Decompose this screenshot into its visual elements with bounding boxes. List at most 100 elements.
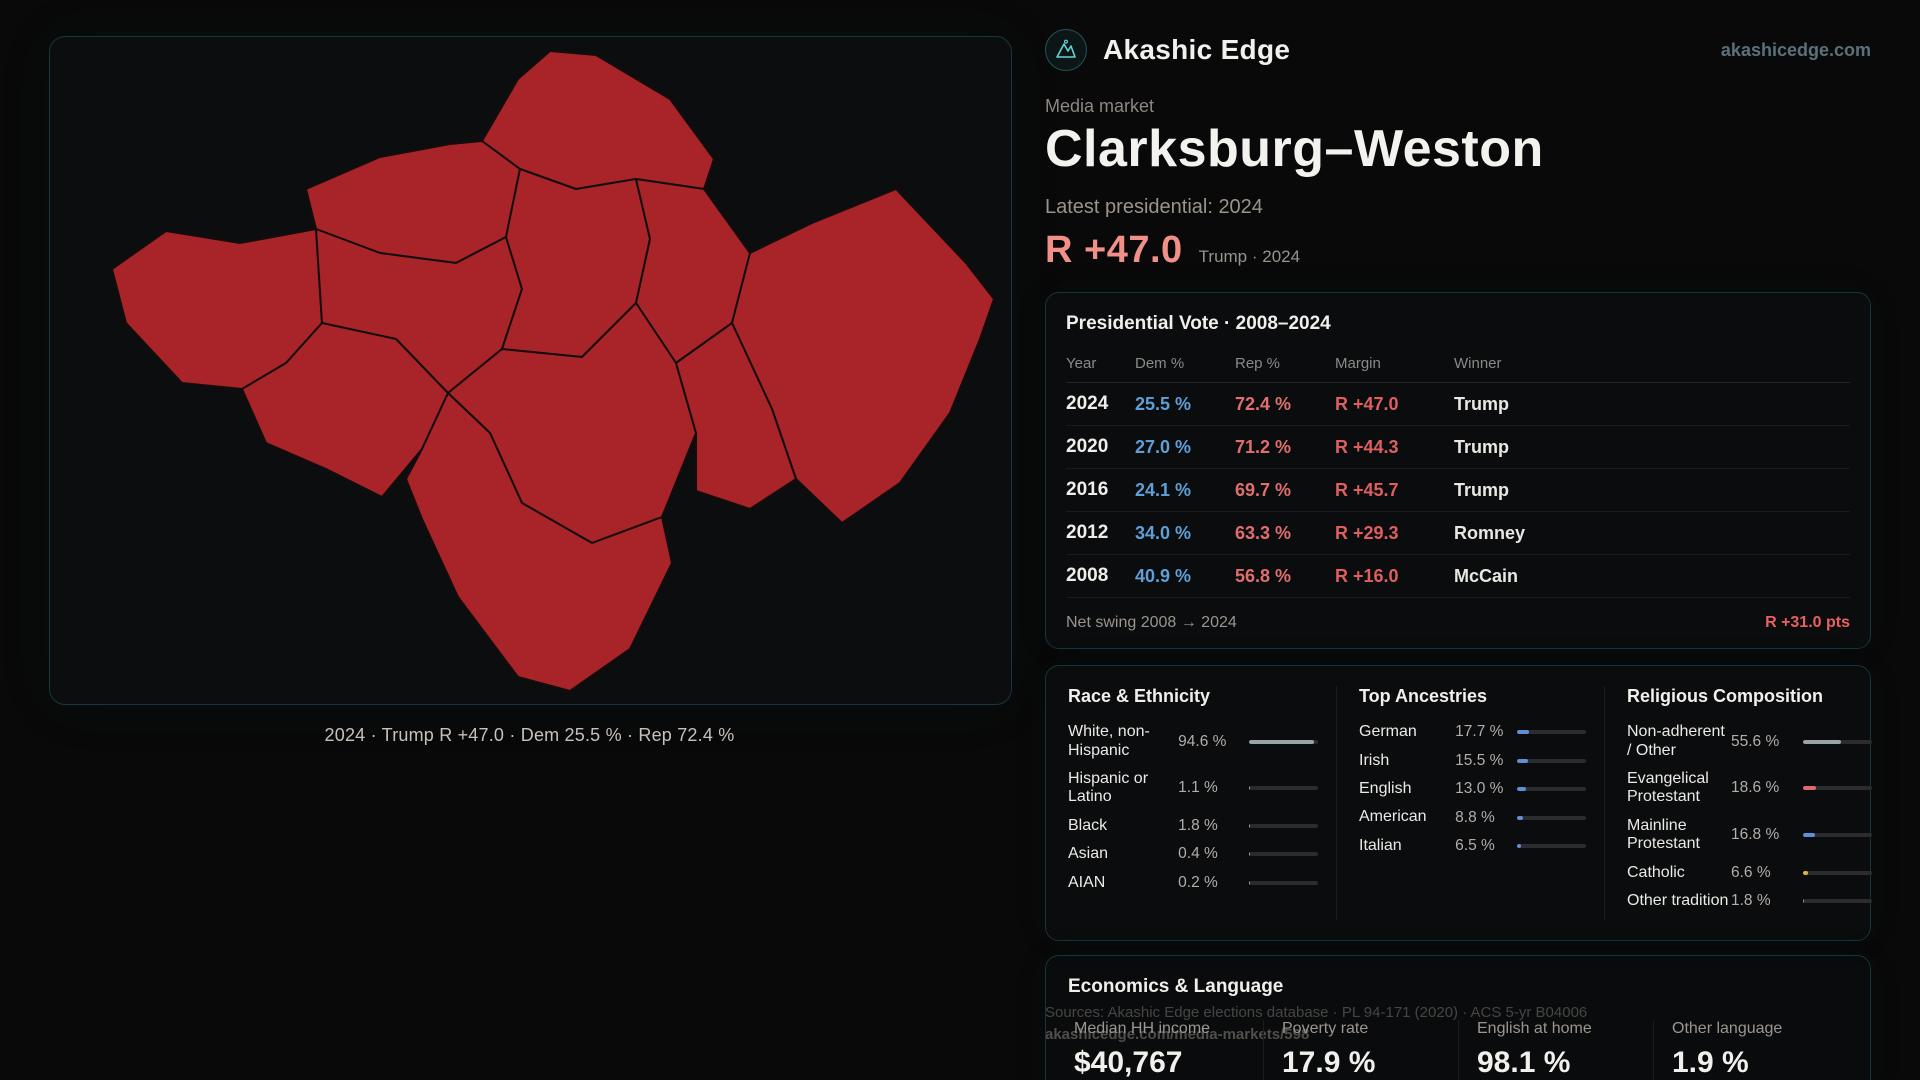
col-rep: Rep % [1235,355,1281,373]
stat-other-language: Other language 1.9 % [1653,1020,1848,1080]
margin-cell: R +45.7 [1335,479,1399,500]
list-item: White, non-Hispanic 94.6 % [1068,723,1318,760]
table-row: 2008 40.9 % 56.8 % R +16.0 McCain [1066,555,1850,599]
headline-margin: R +47.0 [1045,229,1183,272]
list-item: Other tradition 1.8 % [1627,892,1872,910]
list-item: Asian 0.4 % [1068,845,1318,863]
list-item: Catholic 6.6 % [1627,864,1872,882]
headline: R +47.0 Trump · 2024 [1045,229,1871,272]
race-ethnicity-column: Race & Ethnicity White, non-Hispanic 94.… [1068,686,1336,920]
col-year: Year [1066,355,1097,373]
demo-value: 16.8 % [1731,826,1780,844]
site-link[interactable]: akashicedge.com [1720,39,1871,60]
net-swing-value: R +31.0 pts [1765,614,1850,632]
demo-value: 0.4 % [1178,845,1218,863]
demo-bar-track [1803,899,1872,904]
demo-bar-track [1517,758,1586,763]
demo-label: German [1359,723,1417,741]
list-item: Hispanic or Latino 1.1 % [1068,770,1318,807]
list-item: American 8.8 % [1359,808,1586,826]
mountain-icon [1056,39,1076,58]
map-county-group [111,50,995,692]
demo-bar-fill [1517,730,1530,735]
demographics-card: Race & Ethnicity White, non-Hispanic 94.… [1045,665,1872,942]
demo-bar-track [1517,843,1586,848]
demo-bar-track [1803,786,1872,791]
demo-value: 13.0 % [1455,780,1504,798]
col-margin: Margin [1335,355,1381,373]
list-item: Evangelical Protestant 18.6 % [1627,770,1872,807]
year-cell: 2008 [1066,565,1109,587]
list-item: Non-adherent / Other 55.6 % [1627,723,1872,760]
brand: Akashic Edge [1045,29,1290,71]
header: Akashic Edge akashicedge.com [1045,28,1871,72]
demo-value: 15.5 % [1455,751,1504,769]
market-kicker: Media market [1045,96,1155,116]
demo-value: 17.7 % [1455,723,1504,741]
demo-label: AIAN [1068,873,1106,891]
demo-bar-fill [1803,739,1842,744]
table-row: 2016 24.1 % 69.7 % R +45.7 Trump [1066,469,1850,513]
demo-bar-fill [1517,815,1524,820]
county-map [111,50,995,692]
brand-name: Akashic Edge [1103,34,1291,65]
demo-label: Irish [1359,751,1390,769]
stat-english-at-home: English at home 98.1 % [1458,1020,1653,1080]
religion-column: Religious Composition Non-adherent / Oth… [1604,686,1890,921]
demo-label: Catholic [1627,863,1685,881]
map-panel [49,36,1012,705]
map-section: 2024 · Trump R +47.0 · Dem 25.5 % · Rep … [49,36,1012,746]
demo-bar-fill [1517,843,1522,848]
demo-bar-fill [1803,833,1815,838]
net-swing-row: Net swing 2008 → 2024 R +31.0 pts [1066,600,1850,632]
demo-bar-track [1249,786,1318,791]
dem-cell: 24.1 % [1135,479,1192,500]
rep-cell: 71.2 % [1235,436,1292,457]
race-ethnicity-title: Race & Ethnicity [1068,686,1211,707]
demo-value: 6.6 % [1731,863,1771,881]
demo-value: 1.8 % [1731,892,1771,910]
demo-bar-fill [1803,870,1808,875]
col-winner: Winner [1454,355,1502,373]
rep-cell: 72.4 % [1235,393,1292,414]
demo-value: 1.1 % [1178,779,1218,797]
demo-bar-fill [1517,758,1528,763]
demo-bar-track [1249,823,1318,828]
year-cell: 2016 [1066,479,1109,501]
demo-label: Black [1068,816,1108,834]
table-header: Year Dem % Rep % Margin Winner [1066,349,1850,384]
stat-median-income: Median HH income $40,767 [1068,1020,1263,1080]
stat-label: English at home [1477,1020,1592,1038]
presidential-vote-title: Presidential Vote · 2008–2024 [1066,313,1331,335]
dem-cell: 27.0 % [1135,436,1192,457]
dem-cell: 34.0 % [1135,522,1192,543]
demo-label: American [1359,808,1427,826]
margin-cell: R +44.3 [1335,436,1399,457]
stat-value: 17.9 % [1282,1046,1376,1080]
year-cell: 2012 [1066,522,1109,544]
map-county-shape [405,392,673,692]
demo-value: 0.2 % [1178,873,1218,891]
ancestries-title: Top Ancestries [1359,686,1488,707]
winner-cell: Trump [1454,436,1510,457]
economics-title: Economics & Language [1068,976,1284,998]
table-row: 2012 34.0 % 63.3 % R +29.3 Romney [1066,512,1850,556]
stat-value: 1.9 % [1672,1046,1749,1080]
demo-label: Mainline Protestant [1627,816,1700,853]
winner-cell: Romney [1454,522,1526,543]
map-county-shape [675,322,797,510]
demo-bar-fill [1249,739,1315,744]
demo-label: White, non-Hispanic [1068,723,1150,759]
demo-label: Asian [1068,845,1109,863]
year-cell: 2024 [1066,393,1109,415]
margin-cell: R +16.0 [1335,565,1399,586]
list-item: Black 1.8 % [1068,817,1318,835]
headline-note: Trump · 2024 [1198,247,1301,267]
list-item: Italian 6.5 % [1359,837,1586,855]
demo-label: Non-adherent / Other [1627,723,1725,759]
rep-cell: 63.3 % [1235,522,1292,543]
dem-cell: 25.5 % [1135,393,1192,414]
list-item: Irish 15.5 % [1359,752,1586,770]
stat-value: 98.1 % [1477,1046,1571,1080]
dem-cell: 40.9 % [1135,565,1192,586]
